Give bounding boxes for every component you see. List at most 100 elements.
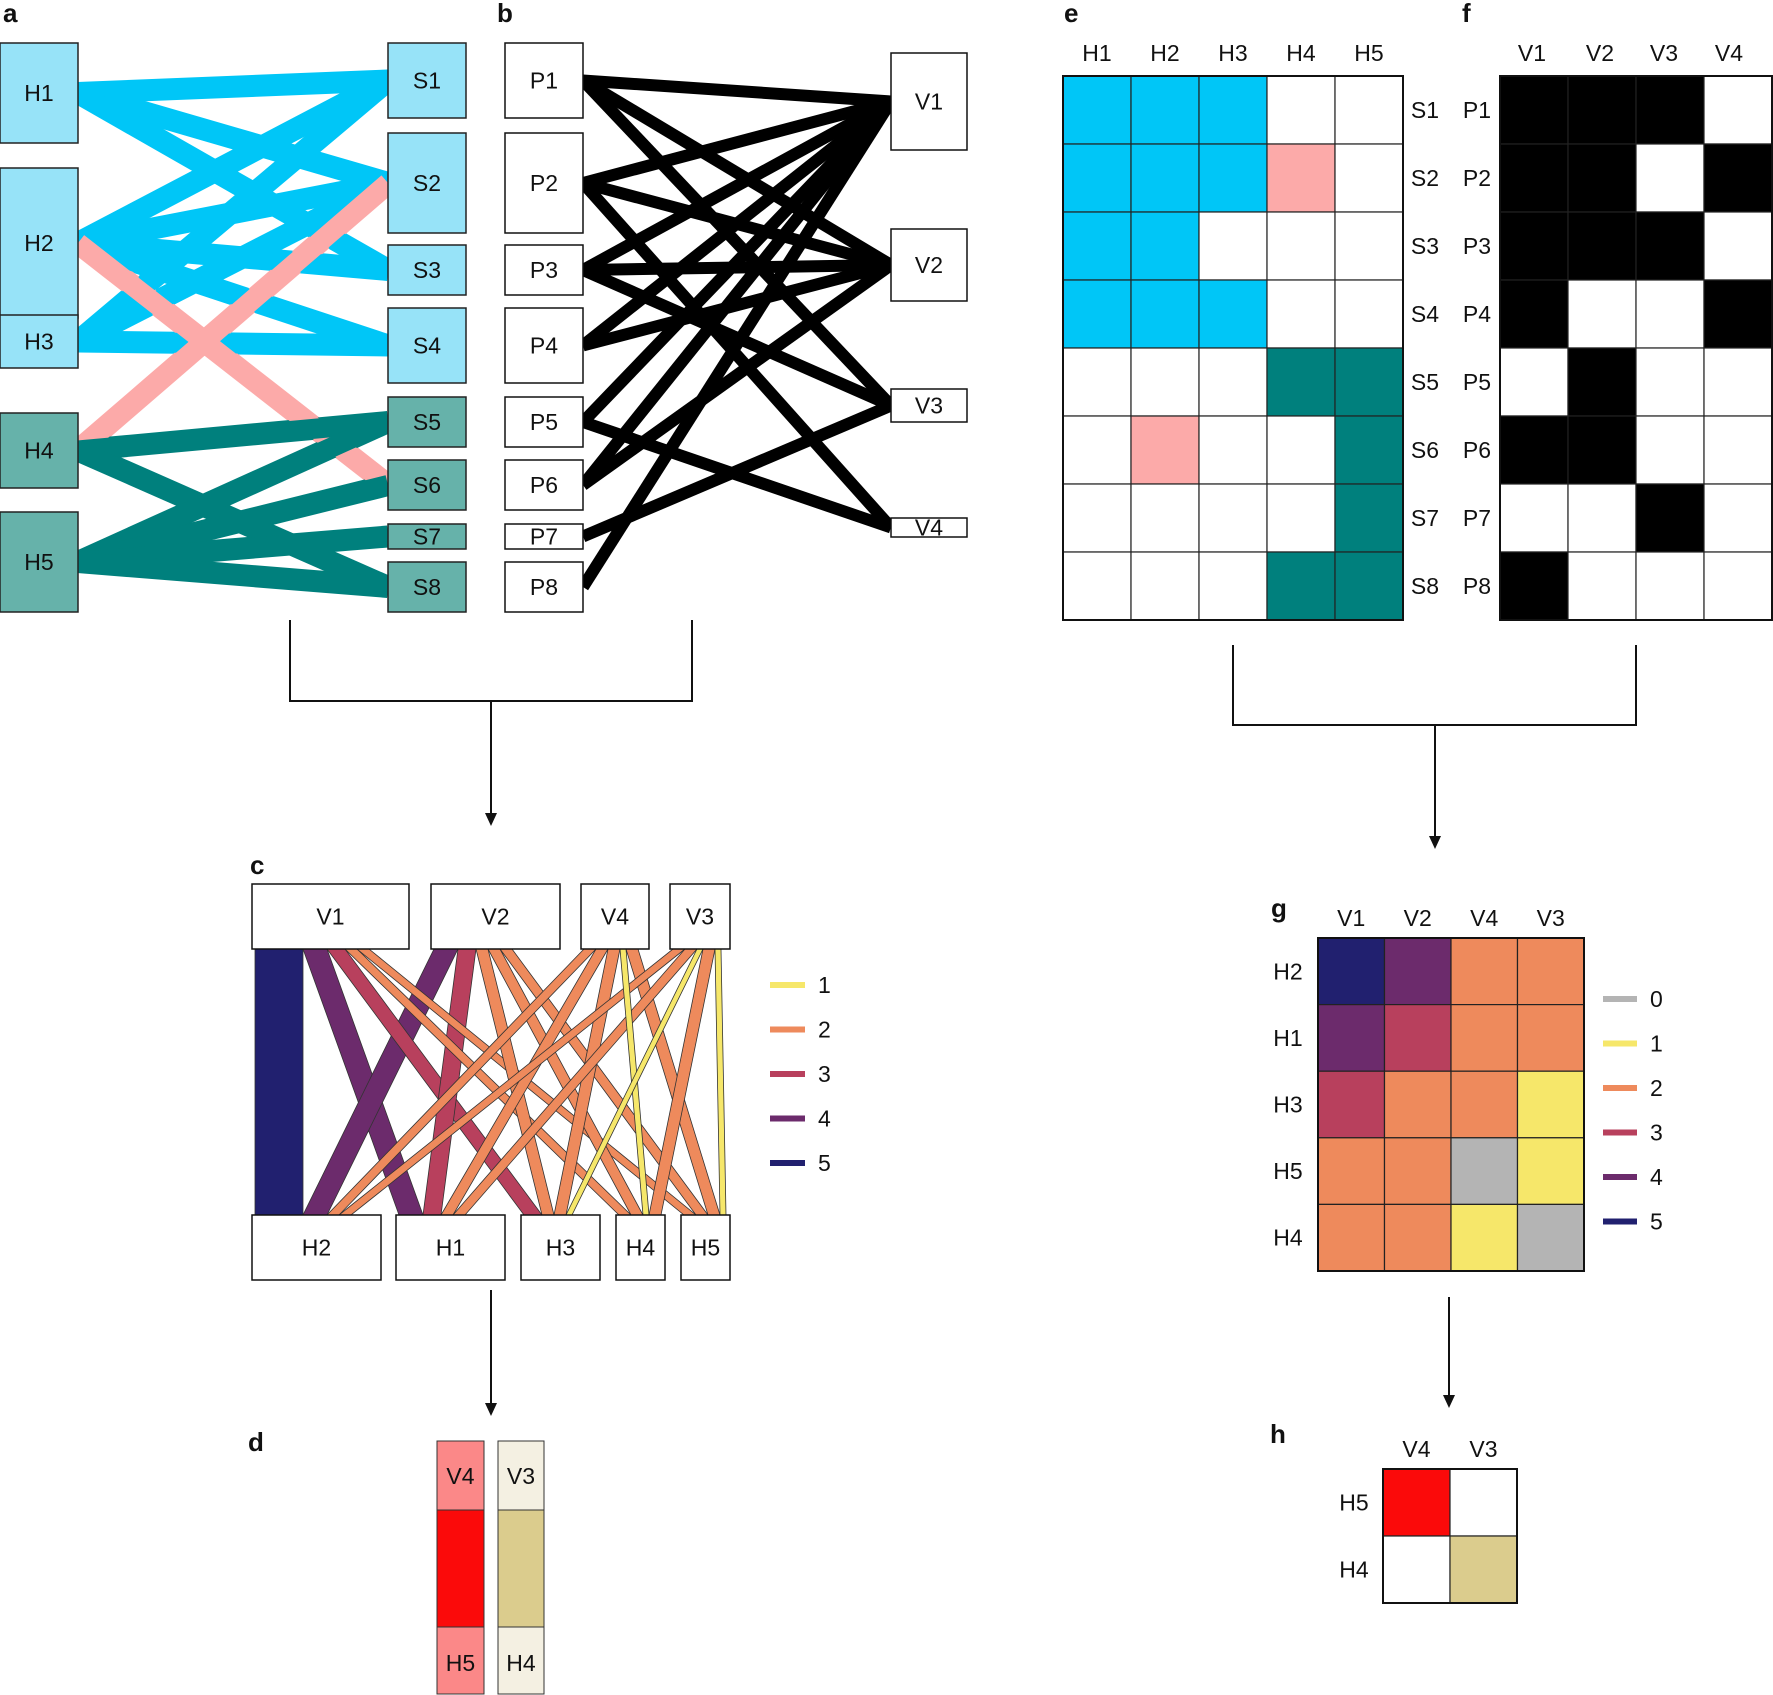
node-label-h4: H4 [24, 438, 54, 464]
matrix-f-cell-7-1 [1567, 551, 1637, 621]
node-v3 [669, 883, 731, 950]
panel-e-matrix: H1 H2 H3 H4 H5 S1 S2 S3 S4 S5 S6 S7 S8 [1062, 40, 1439, 621]
node-label-h5: H5 [24, 549, 53, 575]
col-label-g-v4: V4 [1470, 905, 1498, 931]
matrix-f-cell-0-0 [1499, 75, 1569, 145]
row-label-f-p5: P5 [1463, 369, 1491, 395]
row-label-f-p2: P2 [1463, 165, 1491, 191]
matrix-e-cell-6-0 [1062, 483, 1132, 553]
edge-fill-h4-s5 [77, 412, 389, 461]
matrix-e-cell-6-2 [1198, 483, 1268, 553]
matrix-e-cell-5-1 [1130, 415, 1200, 485]
node-s2 [387, 132, 467, 234]
node-h3 [0, 314, 79, 369]
node-label-h3: H3 [24, 329, 53, 355]
arrowheads [485, 813, 1455, 1416]
matrix-f-cell-3-1 [1567, 279, 1637, 349]
matrix-e-cell-3-2 [1198, 279, 1268, 349]
node-v4 [580, 883, 650, 950]
col-label-e-h2: H2 [1150, 40, 1179, 66]
edge-fill-h3-s2 [73, 174, 393, 351]
panel-label-a: a [3, 0, 18, 28]
node-label-p3: P3 [530, 257, 558, 283]
row-label-e-s6: S6 [1411, 437, 1439, 463]
matrix-g-cell-0-3 [1516, 937, 1585, 1006]
node-s5 [387, 396, 467, 448]
legend-g-label-0: 0 [1650, 986, 1663, 1012]
node-p8 [504, 561, 584, 613]
node-label-p4: P4 [530, 333, 558, 359]
node-h1 [395, 1214, 506, 1281]
row-label-e-s1: S1 [1411, 97, 1439, 123]
panel-d-blocks: V4 H5 V3 H4 [436, 1440, 545, 1695]
matrix-e-cell-7-0 [1062, 551, 1132, 621]
node-v2 [890, 228, 968, 302]
node-p4 [504, 307, 584, 384]
block-top-v4 [436, 1440, 485, 1511]
legend-label-4: 4 [818, 1106, 831, 1132]
matrix-f-cell-6-1 [1567, 483, 1637, 553]
matrix-e-border [1062, 75, 1404, 621]
matrix-e-cell-4-0 [1062, 347, 1132, 417]
matrix-e-cell-1-0 [1062, 143, 1132, 213]
node-v1 [890, 52, 968, 151]
edge-p4-v1 [579, 96, 895, 351]
legend-g-label-2: 2 [1650, 1075, 1663, 1101]
row-label-e-s7: S7 [1411, 505, 1439, 531]
matrix-f-cell-5-0 [1499, 415, 1569, 485]
matrix-e-cell-3-0 [1062, 279, 1132, 349]
matrix-e-cell-4-4 [1334, 347, 1404, 417]
edge-p1-v1 [582, 74, 892, 108]
node-s4 [387, 307, 467, 384]
matrix-f-cell-1-1 [1567, 143, 1637, 213]
node-s3 [387, 244, 467, 296]
node-label-h4: H4 [626, 1235, 656, 1261]
edge-p1-v3 [578, 76, 896, 410]
panel-g-matrix: V1 V2 V4 V3 H2 H1 H3 H5 H4 0 1 2 3 4 5 [1273, 905, 1663, 1272]
matrix-e-cell-0-1 [1130, 75, 1200, 145]
node-v2 [430, 883, 561, 950]
matrix-e-cell-2-4 [1334, 211, 1404, 281]
edge-fill-h3-s1 [71, 72, 395, 350]
node-label-h1: H1 [24, 80, 53, 106]
edge-fill-h1-s2 [75, 83, 391, 193]
edge-v3-h5 [714, 948, 727, 1216]
matrix-e-cell-0-3 [1266, 75, 1336, 145]
matrix-h-cell-0-0 [1382, 1468, 1451, 1537]
node-label-p8: P8 [530, 574, 558, 600]
edge-p8-v1 [577, 98, 897, 591]
matrix-e-cell-4-2 [1198, 347, 1268, 417]
matrix-e-cell-2-3 [1266, 211, 1336, 281]
col-label-g-v3: V3 [1537, 905, 1565, 931]
matrix-f-cell-7-0 [1499, 551, 1569, 621]
matrix-e-cell-1-2 [1198, 143, 1268, 213]
edge-fill-h5-s8 [77, 552, 389, 597]
row-label-g-h5: H5 [1273, 1158, 1302, 1184]
matrix-e-cell-7-2 [1198, 551, 1268, 621]
matrix-g-cell-2-3 [1516, 1070, 1585, 1139]
node-v4 [890, 517, 968, 538]
node-p5 [504, 396, 584, 448]
matrix-g-cell-3-0 [1317, 1137, 1386, 1206]
matrix-f-cell-4-3 [1703, 347, 1773, 417]
legend-label-5: 5 [818, 1150, 831, 1176]
row-label-f-p4: P4 [1463, 301, 1491, 327]
matrix-e-cell-6-4 [1334, 483, 1404, 553]
edge-p2-v1 [581, 95, 893, 189]
node-s6 [387, 459, 467, 511]
matrix-g-cell-3-2 [1450, 1137, 1519, 1206]
node-h4 [615, 1214, 666, 1281]
matrix-e-cell-7-1 [1130, 551, 1200, 621]
matrix-f-cell-1-3 [1703, 143, 1773, 213]
matrix-f-cell-4-0 [1499, 347, 1569, 417]
node-h5 [680, 1214, 731, 1281]
matrix-f-cell-2-3 [1703, 211, 1773, 281]
node-label-s8: S8 [413, 574, 441, 600]
matrix-e-cell-5-3 [1266, 415, 1336, 485]
edge-fill-h5-s5 [73, 412, 393, 572]
node-label-v2: V2 [915, 252, 943, 278]
row-label-h-h4: H4 [1339, 1557, 1369, 1583]
matrix-f-cell-4-1 [1567, 347, 1637, 417]
matrix-e-cell-2-1 [1130, 211, 1200, 281]
block-label-v3: V3 [507, 1463, 535, 1489]
